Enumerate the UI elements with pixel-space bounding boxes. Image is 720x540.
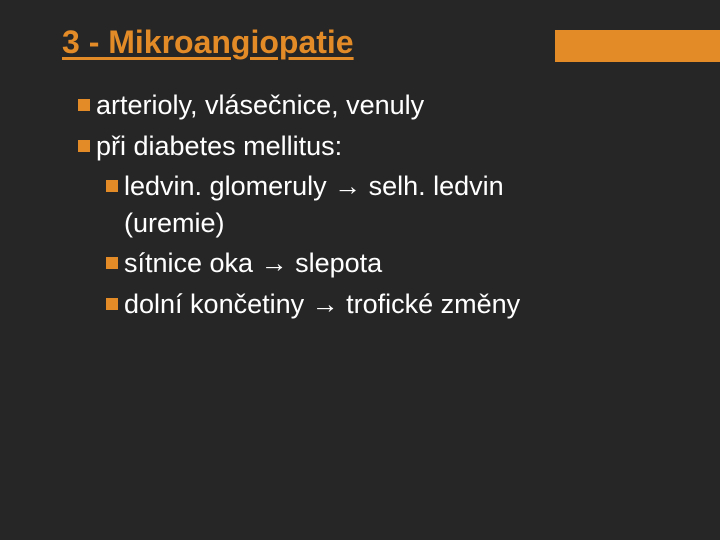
list-subitem-text: sítnice oka → slepota [124, 246, 382, 281]
slide-title: 3 - Mikroangiopatie [62, 24, 354, 61]
list-item-text: při diabetes mellitus: [96, 129, 342, 164]
list-item-text: arterioly, vlásečnice, venuly [96, 88, 424, 123]
list-subitem-text-cont: (uremie) [78, 206, 660, 241]
list-item: při diabetes mellitus: [78, 129, 660, 164]
square-bullet-icon [78, 99, 90, 111]
list-subitem-text: ledvin. glomeruly → selh. ledvin [124, 169, 504, 204]
square-bullet-icon [106, 298, 118, 310]
slide: 3 - Mikroangiopatie arterioly, vlásečnic… [0, 0, 720, 540]
accent-bar [555, 30, 720, 62]
slide-body: arterioly, vlásečnice, venuly při diabet… [78, 88, 660, 327]
list-subitem: ledvin. glomeruly → selh. ledvin [78, 169, 660, 204]
list-subitem: dolní končetiny → trofické změny [78, 287, 660, 322]
list-subitem: sítnice oka → slepota [78, 246, 660, 281]
square-bullet-icon [106, 257, 118, 269]
square-bullet-icon [78, 140, 90, 152]
list-subitem-text: dolní končetiny → trofické změny [124, 287, 520, 322]
square-bullet-icon [106, 180, 118, 192]
list-item: arterioly, vlásečnice, venuly [78, 88, 660, 123]
